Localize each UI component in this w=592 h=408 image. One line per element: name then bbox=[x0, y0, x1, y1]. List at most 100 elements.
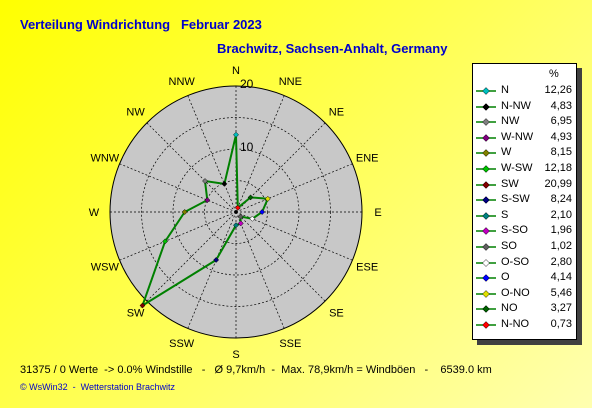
wind-point-o bbox=[259, 209, 266, 215]
legend-symbol bbox=[476, 243, 496, 251]
legend-unit: % bbox=[549, 68, 559, 80]
legend-label: O bbox=[501, 271, 510, 284]
legend-value: 0,73 bbox=[550, 318, 572, 330]
legend-label: N bbox=[501, 84, 509, 96]
grid-spoke-14 bbox=[146, 122, 237, 213]
legend-value: 4,83 bbox=[550, 99, 572, 112]
chart-subtitle: Brachwitz, Sachsen-Anhalt, Germany bbox=[217, 41, 448, 56]
wind-point-ssw bbox=[213, 257, 220, 263]
compass-label-n: N bbox=[232, 65, 240, 77]
grid-ring-1 bbox=[204, 180, 268, 244]
legend-symbol bbox=[476, 165, 496, 173]
compass-label-wnw: WNW bbox=[90, 153, 119, 165]
legend-symbol bbox=[476, 321, 496, 329]
grid-spoke-9 bbox=[187, 211, 237, 329]
compass-label-nnw: NNW bbox=[169, 76, 196, 88]
legend-item-no: NO 3,27 bbox=[473, 302, 576, 317]
wind-point-ono bbox=[264, 195, 271, 202]
legend-symbol bbox=[476, 118, 496, 127]
compass-label-ene: ENE bbox=[356, 153, 379, 165]
legend-item-ono: O-NO 5,46 bbox=[473, 287, 576, 302]
wind-point-no bbox=[247, 194, 254, 201]
footer-credit: © WsWin32 - Wetterstation Brachwitz bbox=[20, 382, 176, 392]
compass-label-sw: SW bbox=[127, 307, 145, 319]
radial-tick-labels: 10 20 bbox=[240, 77, 254, 154]
legend-label: O-SO bbox=[501, 255, 530, 268]
legend-value: 1,96 bbox=[550, 224, 572, 237]
legend-label: SO bbox=[501, 240, 517, 252]
legend-symbol bbox=[476, 227, 496, 236]
legend-label: NW bbox=[501, 115, 520, 128]
legend-symbol bbox=[476, 133, 496, 142]
legend-symbol bbox=[476, 211, 496, 220]
grid-spoke-13 bbox=[119, 163, 237, 213]
legend-value: 2,80 bbox=[550, 255, 572, 268]
wind-point-so bbox=[237, 213, 244, 220]
compass-label-ne: NE bbox=[329, 107, 344, 119]
legend-label: S-SO bbox=[501, 224, 528, 237]
grid-ring-3 bbox=[141, 117, 331, 307]
legend-value: 8,24 bbox=[550, 193, 572, 206]
wind-point-oso bbox=[249, 215, 256, 222]
legend-symbol bbox=[476, 149, 496, 158]
legend-value: 4,14 bbox=[550, 271, 572, 284]
legend-value: 5,46 bbox=[550, 286, 572, 299]
legend-item-sw: SW 20,99 bbox=[473, 178, 576, 193]
legend-label: NO bbox=[501, 302, 518, 315]
compass-label-s: S bbox=[232, 349, 239, 361]
compass-labels: N NNE NE ENE E ESE SE SSE S SSW SW WSW W WNW NW NNW bbox=[89, 65, 382, 361]
rose-grid bbox=[109, 85, 363, 339]
compass-label-nw: NW bbox=[126, 107, 145, 119]
legend-item-n: N 12,26 bbox=[473, 84, 576, 99]
chart-title: Verteilung Windrichtung Februar 2023 bbox=[20, 17, 262, 32]
compass-label-ese: ESE bbox=[356, 261, 378, 273]
legend-symbol bbox=[476, 102, 496, 111]
compass-label-w: W bbox=[89, 207, 100, 219]
legend-label: W-SW bbox=[501, 162, 533, 174]
compass-label-nne: NNE bbox=[279, 76, 302, 88]
legend-symbol bbox=[476, 180, 496, 189]
compass-label-sse: SSE bbox=[279, 338, 301, 350]
legend-symbol bbox=[476, 196, 496, 205]
wind-point-nnw bbox=[221, 180, 228, 187]
legend-label: S bbox=[501, 208, 509, 221]
legend-symbol bbox=[476, 87, 496, 95]
legend-value: 4,93 bbox=[550, 130, 572, 143]
grid-spoke-7 bbox=[235, 211, 285, 329]
wind-series bbox=[139, 131, 271, 309]
compass-label-e: E bbox=[374, 207, 381, 219]
compass-label-wsw: WSW bbox=[91, 261, 120, 273]
grid-spoke-10 bbox=[146, 211, 237, 302]
legend-symbol bbox=[476, 289, 496, 298]
wind-point-nw bbox=[202, 178, 208, 184]
legend-label: W-NW bbox=[501, 130, 534, 143]
grid-spoke-6 bbox=[235, 211, 326, 302]
legend-value: 20,99 bbox=[544, 177, 572, 190]
legend-item-nw: NW 6,95 bbox=[473, 115, 576, 130]
wind-point-nno bbox=[234, 204, 241, 211]
legend-value: 8,15 bbox=[550, 146, 572, 159]
compass-label-ssw: SSW bbox=[169, 338, 195, 350]
legend-value: 12,18 bbox=[544, 162, 572, 174]
grid-spoke-15 bbox=[187, 95, 237, 213]
grid-spoke-1 bbox=[235, 95, 285, 213]
legend-value: 3,27 bbox=[550, 302, 572, 315]
legend-value: 2,10 bbox=[550, 208, 572, 221]
grid-spoke-11 bbox=[119, 211, 237, 261]
legend-item-nnw: N-NW 4,83 bbox=[473, 100, 576, 115]
compass-label-se: SE bbox=[329, 307, 344, 319]
wind-point-wsw bbox=[162, 238, 169, 245]
legend-label: S-SW bbox=[501, 193, 530, 206]
legend-item-wnw: W-NW 4,93 bbox=[473, 131, 576, 146]
legend-item-sso: S-SO 1,96 bbox=[473, 224, 576, 239]
legend-symbol bbox=[476, 305, 496, 314]
legend-symbol bbox=[476, 274, 496, 283]
wind-point-w bbox=[181, 209, 188, 215]
wind-point-wnw bbox=[204, 197, 211, 204]
legend: % N 12,26 N-NW 4,83 NW 6,95 W-NW 4,93 W 8,15 W-SW 1… bbox=[472, 63, 577, 340]
legend-item-w: W 8,15 bbox=[473, 146, 576, 161]
legend-label: N-NW bbox=[501, 99, 531, 112]
legend-value: 1,02 bbox=[550, 240, 572, 252]
legend-item-oso: O-SO 2,80 bbox=[473, 256, 576, 271]
